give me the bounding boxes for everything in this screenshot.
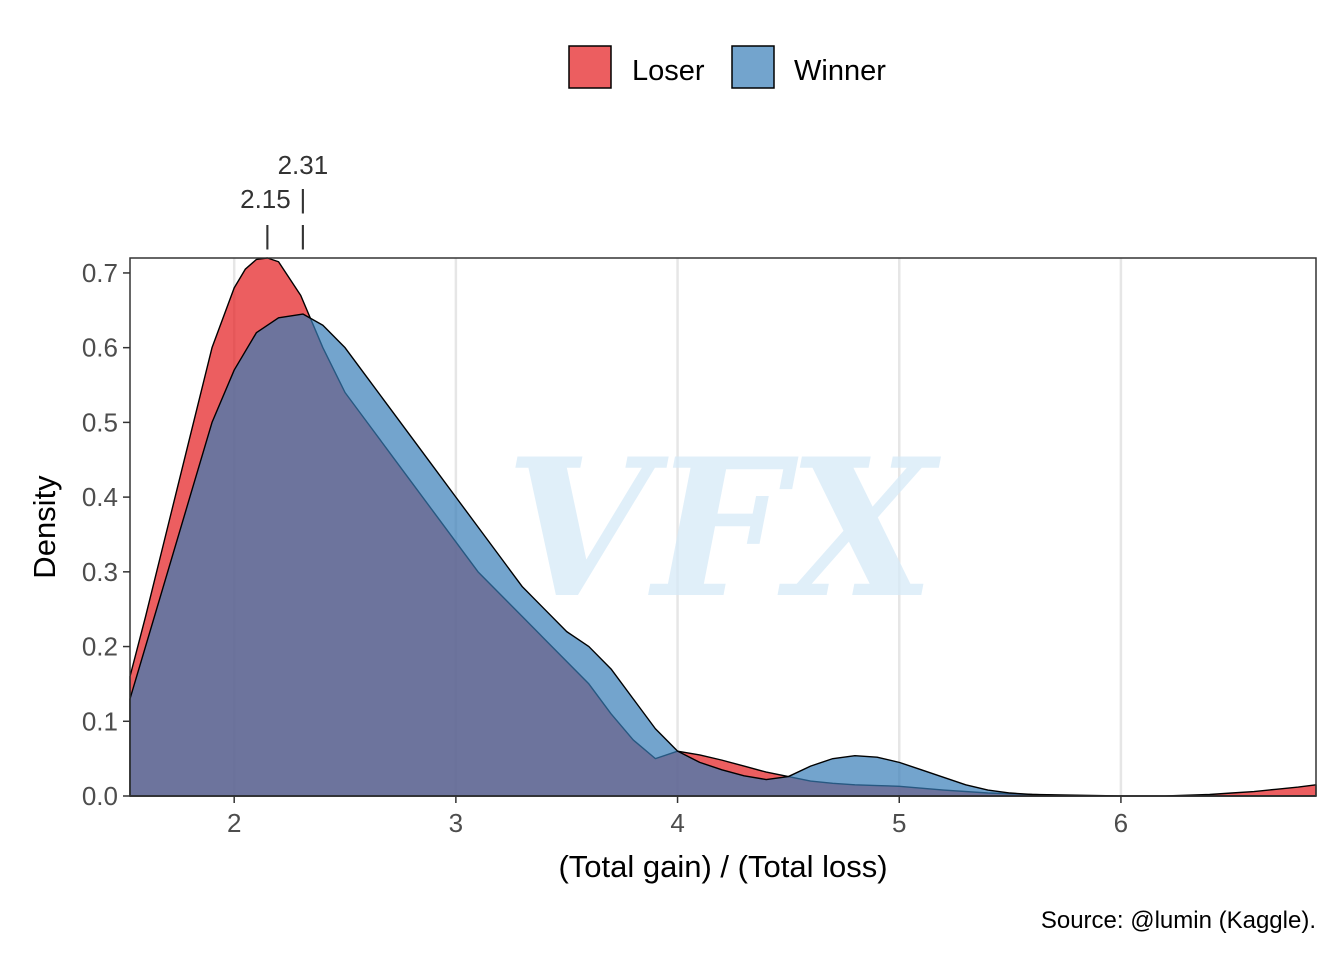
y-tick-label-5: 0.5 <box>82 407 118 437</box>
x-tick-label-1: 3 <box>449 808 463 838</box>
x-axis: 2 3 4 5 6 <box>227 796 1128 838</box>
density-area-winner <box>129 313 1317 797</box>
x-axis-title: (Total gain) / (Total loss) <box>558 849 887 884</box>
y-tick-label-3: 0.3 <box>82 557 118 587</box>
y-tick-label-6: 0.6 <box>82 333 118 363</box>
y-tick-label-0: 0.0 <box>82 781 118 811</box>
legend-key-winner <box>731 45 775 89</box>
legend-key-loser <box>568 45 612 89</box>
legend-label-loser: Loser <box>632 55 705 87</box>
y-tick-label-7: 0.7 <box>82 258 118 288</box>
y-axis: 0.0 0.1 0.2 0.3 0.4 0.5 0.6 0.7 <box>82 258 130 811</box>
y-axis-title: Density <box>27 475 62 579</box>
annotation-label-0: 2.15 <box>240 184 291 214</box>
y-tick-label-4: 0.4 <box>82 482 118 512</box>
x-tick-label-4: 6 <box>1114 808 1128 838</box>
source-caption: Source: @lumin (Kaggle). <box>1041 907 1316 934</box>
annotation-marker-1: | <box>300 220 307 250</box>
watermark: VFX <box>505 417 941 640</box>
panel-border <box>129 257 1317 797</box>
x-tick-label-3: 5 <box>892 808 906 838</box>
annotation-marker-upper-1: | <box>300 184 307 214</box>
x-tick-label-0: 2 <box>227 808 241 838</box>
annotation-marker-0: | <box>264 220 271 250</box>
annotation-label-1: 2.31 <box>278 150 329 180</box>
median-annotations: | 2.15 | | 2.31 <box>240 150 328 250</box>
legend-label-winner: Winner <box>794 55 886 87</box>
y-tick-label-2: 0.2 <box>82 632 118 662</box>
legend: Loser Winner <box>568 45 886 89</box>
y-tick-label-1: 0.1 <box>82 706 118 736</box>
x-tick-label-2: 4 <box>670 808 684 838</box>
